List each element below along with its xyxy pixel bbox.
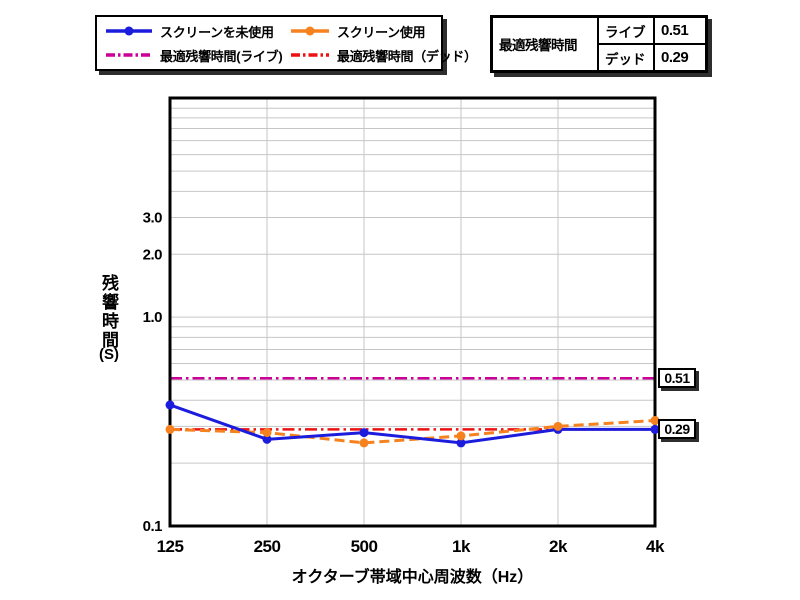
table-row: デッド 0.29 bbox=[492, 43, 708, 73]
legend-line-sample-icon bbox=[106, 53, 152, 57]
series-0-marker bbox=[359, 428, 369, 438]
legend-sample-marker bbox=[305, 26, 315, 36]
series-0-marker bbox=[165, 400, 175, 410]
x-tick-label: 2k bbox=[549, 537, 568, 556]
y-axis-unit: (S) bbox=[99, 346, 119, 363]
series-0-marker bbox=[262, 434, 272, 444]
optimal-rt-table: 最適残響時間 ライブ 0.51 デッド 0.29 bbox=[490, 15, 708, 73]
y-tick-label: 0.1 bbox=[143, 518, 163, 535]
ref-value-box-dead: 0.29 bbox=[658, 419, 696, 440]
series-1-marker bbox=[553, 421, 563, 431]
x-tick-label: 4k bbox=[646, 537, 665, 556]
series-1-marker bbox=[456, 431, 466, 441]
legend-label: スクリーンを未使用 bbox=[160, 24, 274, 40]
table-title-cell: 最適残響時間 bbox=[490, 15, 599, 73]
plot-border bbox=[168, 96, 657, 528]
series-1-marker bbox=[262, 428, 272, 438]
legend-label: 最適残響時間（デッド） bbox=[337, 48, 477, 64]
y-tick-label: 3.0 bbox=[143, 209, 163, 226]
legend-label: 最適残響時間(ライブ) bbox=[160, 48, 283, 64]
legend-item-optimal-dead: 最適残響時間（デッド） bbox=[290, 46, 477, 65]
ref-value-box-live: 0.51 bbox=[658, 368, 696, 389]
table-row: 最適残響時間 ライブ 0.51 bbox=[490, 15, 708, 73]
y-tick-label: 1.0 bbox=[143, 309, 163, 326]
legend-item-screen-unused: スクリーンを未使用 bbox=[105, 22, 290, 41]
legend-item-optimal-live: 最適残響時間(ライブ) bbox=[105, 46, 290, 65]
series-line-0 bbox=[169, 403, 655, 445]
legend-line-sample-icon bbox=[291, 53, 329, 57]
x-tick-label: 125 bbox=[157, 537, 184, 556]
series-1-marker bbox=[359, 438, 369, 448]
x-axis-title: オクターブ帯域中心周波数（Hz） bbox=[291, 569, 534, 586]
y-tick-label: 2.0 bbox=[143, 246, 163, 263]
legend-item-screen-used: スクリーン使用 bbox=[290, 22, 477, 41]
x-tick-label: 250 bbox=[254, 537, 281, 556]
table-value-live: 0.51 bbox=[653, 15, 708, 45]
series-1-marker bbox=[650, 415, 660, 425]
table-label-dead: デッド bbox=[597, 43, 655, 73]
legend-sample-marker bbox=[124, 26, 134, 36]
legend-line-sample-icon bbox=[291, 26, 329, 36]
series-0-marker bbox=[456, 438, 466, 448]
chart-legend: スクリーンを未使用 スクリーン使用 最適残響時間(ライブ) 最適残響時間（デッド… bbox=[95, 15, 477, 71]
table-label-live: ライブ bbox=[597, 15, 655, 45]
y-axis-title: 残響時間 bbox=[99, 274, 118, 350]
series-1-marker bbox=[165, 424, 175, 434]
legend-label: スクリーン使用 bbox=[337, 24, 426, 40]
series-0-marker bbox=[650, 424, 660, 434]
table-value-dead: 0.29 bbox=[653, 43, 708, 73]
x-tick-label: 500 bbox=[351, 537, 378, 556]
x-tick-label: 1k bbox=[452, 537, 471, 556]
legend-line-sample-icon bbox=[106, 26, 152, 36]
